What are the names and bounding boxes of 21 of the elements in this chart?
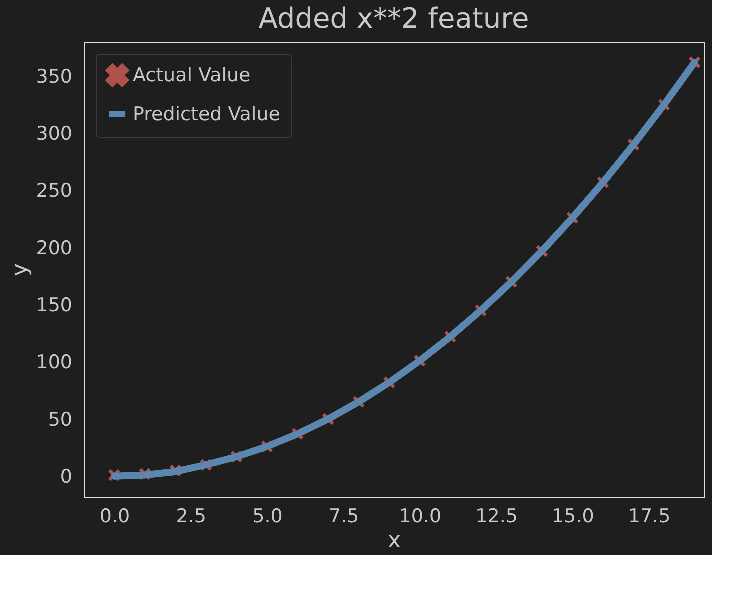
x-tick-label: 2.5: [176, 506, 207, 528]
y-tick-label: 300: [36, 122, 72, 145]
y-tick-label: 350: [36, 66, 72, 88]
x-tick-label: 17.5: [628, 506, 671, 528]
x-tick-label: 0.0: [100, 506, 130, 528]
x-tick-label: 5.0: [252, 506, 283, 528]
y-tick-label: 0: [60, 466, 72, 488]
x-tick-label: 10.0: [399, 506, 442, 528]
y-axis-title: y: [8, 263, 34, 277]
x-tick-label: 7.5: [328, 506, 360, 528]
y-tick-label: 50: [48, 408, 72, 431]
legend-label: Predicted Value: [133, 104, 280, 126]
chart-title: Added x**2 feature: [258, 2, 530, 35]
y-tick-label: 100: [36, 352, 72, 374]
y-tick-label: 250: [36, 180, 72, 202]
x-tick-label: 12.5: [476, 506, 518, 528]
x-axis-title: x: [388, 528, 402, 554]
x-tick-label: 15.0: [552, 506, 594, 528]
y-tick-label: 200: [36, 237, 72, 260]
legend-label: Actual Value: [133, 64, 251, 86]
y-tick-label: 150: [36, 294, 72, 316]
